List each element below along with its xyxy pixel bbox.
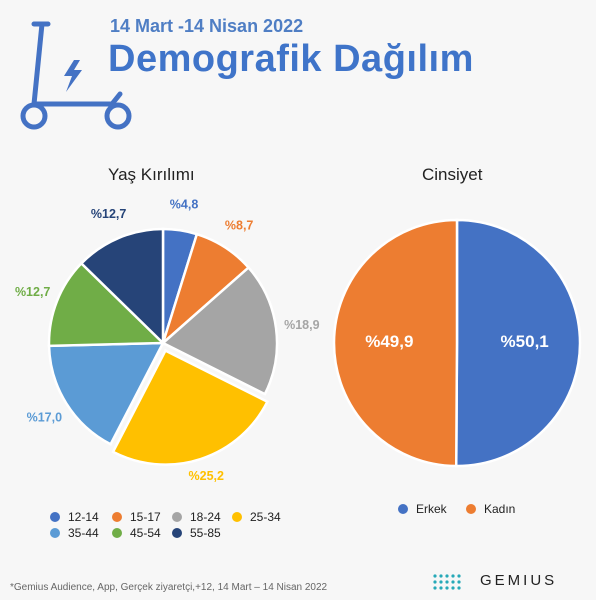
legend-item-35-44: 35-44 (50, 526, 99, 540)
age-slice-55-85 (79, 227, 165, 346)
legend-item-12-14: 12-14 (50, 510, 99, 524)
age-value-label-45-54: %12,7 (15, 285, 50, 299)
age-value-label-12-14: %4,8 (170, 198, 199, 212)
legend-item-45-54: 45-54 (112, 526, 161, 540)
age-value-label-55-85: %12,7 (91, 207, 126, 221)
age-value-label-15-17: %8,7 (225, 219, 254, 233)
legend-label: 15-17 (130, 510, 161, 524)
date-range-subtitle: 14 Mart -14 Nisan 2022 (110, 16, 304, 36)
gender-value-label-Erkek: %50,1 (501, 332, 549, 351)
age-chart-title: Yaş Kırılımı (108, 165, 195, 184)
legend-item-55-85: 55-85 (172, 526, 221, 540)
legend-item-Erkek: Erkek (398, 502, 447, 516)
legend-label: Erkek (416, 502, 447, 516)
legend-item-15-17: 15-17 (112, 510, 161, 524)
legend-label: Kadın (484, 502, 516, 516)
legend-swatch (172, 512, 182, 522)
legend-swatch (232, 512, 242, 522)
gender-slice-Erkek (454, 218, 582, 468)
age-value-label-18-24: %18,9 (284, 318, 319, 332)
legend-swatch (50, 512, 60, 522)
age-slice-45-54 (47, 261, 166, 348)
gender-value-label-Kadın: %49,9 (365, 332, 413, 351)
legend-item-Kadın: Kadın (466, 502, 515, 516)
legend-label: 45-54 (130, 526, 161, 540)
legend-item-18-24: 18-24 (172, 510, 221, 524)
electric-scooter-icon (20, 21, 132, 130)
age-slice-35-44 (47, 341, 166, 446)
legend-swatch (172, 528, 182, 538)
legend-swatch (398, 504, 408, 514)
legend-swatch (50, 528, 60, 538)
gender-slice-Kadın (332, 218, 459, 468)
page-title: Demografik Dağılım (108, 38, 474, 80)
legend-swatch (112, 528, 122, 538)
legend-label: 18-24 (190, 510, 221, 524)
legend-item-25-34: 25-34 (232, 510, 281, 524)
legend-label: 35-44 (68, 526, 99, 540)
legend-swatch (112, 512, 122, 522)
legend-label: 25-34 (250, 510, 281, 524)
source-footnote: *Gemius Audience, App, Gerçek ziyaretçi,… (10, 582, 328, 593)
legend-label: 12-14 (68, 510, 99, 524)
brand-name: GEMIUS (480, 572, 558, 589)
gemius-logo-dots-icon (433, 574, 461, 590)
age-value-label-35-44: %17,0 (27, 410, 62, 424)
age-slice-25-34 (111, 348, 270, 466)
legend-swatch (466, 504, 476, 514)
gender-chart-title: Cinsiyet (422, 165, 483, 184)
age-value-label-25-34: %25,2 (189, 469, 224, 483)
legend-label: 55-85 (190, 526, 221, 540)
age-slice-18-24 (160, 265, 279, 396)
